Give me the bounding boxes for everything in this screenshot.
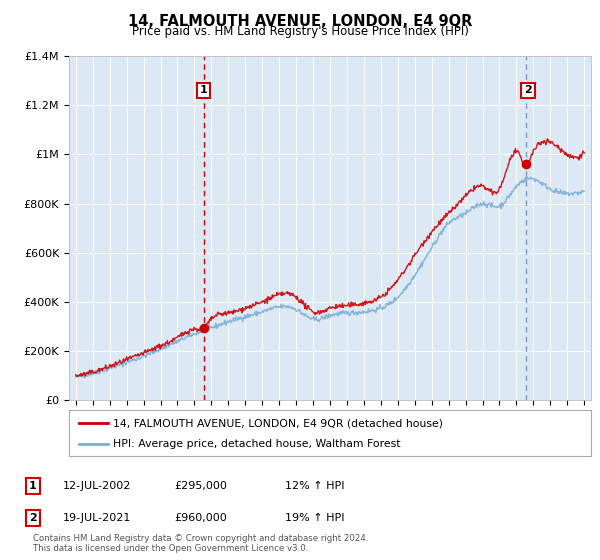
Text: 19-JUL-2021: 19-JUL-2021 <box>63 513 131 523</box>
Text: 14, FALMOUTH AVENUE, LONDON, E4 9QR (detached house): 14, FALMOUTH AVENUE, LONDON, E4 9QR (det… <box>113 418 443 428</box>
Text: 14, FALMOUTH AVENUE, LONDON, E4 9QR: 14, FALMOUTH AVENUE, LONDON, E4 9QR <box>128 14 472 29</box>
Text: £960,000: £960,000 <box>174 513 227 523</box>
Text: 2: 2 <box>524 86 532 95</box>
Text: 2: 2 <box>29 513 37 523</box>
Text: 12% ↑ HPI: 12% ↑ HPI <box>285 481 344 491</box>
Text: 1: 1 <box>29 481 37 491</box>
Text: Price paid vs. HM Land Registry's House Price Index (HPI): Price paid vs. HM Land Registry's House … <box>131 25 469 38</box>
Text: HPI: Average price, detached house, Waltham Forest: HPI: Average price, detached house, Walt… <box>113 440 401 450</box>
Text: £295,000: £295,000 <box>174 481 227 491</box>
Text: 12-JUL-2002: 12-JUL-2002 <box>63 481 131 491</box>
Text: Contains HM Land Registry data © Crown copyright and database right 2024.
This d: Contains HM Land Registry data © Crown c… <box>33 534 368 553</box>
Text: 19% ↑ HPI: 19% ↑ HPI <box>285 513 344 523</box>
Text: 1: 1 <box>200 86 208 95</box>
